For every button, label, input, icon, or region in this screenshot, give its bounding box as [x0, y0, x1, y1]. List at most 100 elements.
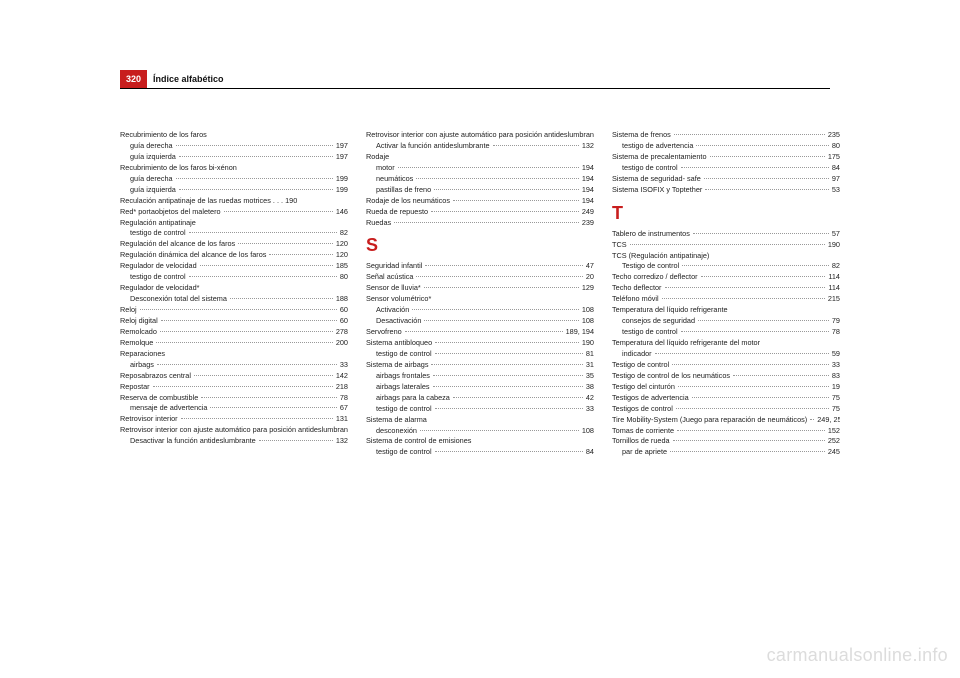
leader-dots: [416, 275, 582, 277]
entry-label: desconexión: [376, 426, 417, 437]
index-subentry: testigo de control81: [366, 349, 594, 360]
index-entry: TCS (Regulación antipatinaje): [612, 251, 840, 262]
index-entry: Reposabrazos central142: [120, 371, 348, 382]
entry-page: 249, 256: [817, 415, 840, 426]
leader-dots: [431, 210, 579, 212]
entry-label: Testigo de control: [612, 360, 669, 371]
index-entry: Señal acústica20: [366, 272, 594, 283]
entry-page: 33: [586, 404, 594, 415]
index-subentry: testigo de advertencia80: [612, 141, 840, 152]
entry-page: 108: [582, 426, 594, 437]
entry-label: Temperatura del líquido refrigerante: [612, 305, 728, 316]
entry-page: 199: [336, 174, 348, 185]
index-entry: Techo deflector114: [612, 283, 840, 294]
index-column: Retrovisor interior con ajuste automátic…: [366, 130, 594, 458]
leader-dots: [810, 418, 814, 420]
manual-index-page: 320 Índice alfabético Recubrimiento de l…: [0, 0, 960, 678]
leader-dots: [696, 144, 828, 146]
leader-dots: [179, 155, 333, 157]
leader-dots: [425, 264, 582, 266]
leader-dots: [698, 319, 829, 321]
leader-dots: [693, 232, 829, 234]
entry-label: Red* portaobjetos del maletero: [120, 207, 221, 218]
entry-page: 194: [582, 163, 594, 174]
index-subentry: indicador59: [612, 349, 840, 360]
entry-label: consejos de seguridad: [622, 316, 695, 327]
entry-page: 75: [832, 393, 840, 404]
entry-page: 190: [582, 338, 594, 349]
entry-page: 97: [832, 174, 840, 185]
leader-dots: [394, 221, 579, 223]
entry-label: TCS (Regulación antipatinaje): [612, 251, 709, 262]
entry-label: Reculación antipatinaje de las ruedas mo…: [120, 196, 297, 207]
entry-page: 189, 194: [566, 327, 594, 338]
entry-label: testigo de advertencia: [622, 141, 693, 152]
entry-label: pastillas de freno: [376, 185, 431, 196]
entry-label: Regulación antipatinaje: [120, 218, 196, 229]
entry-page: 131: [336, 414, 348, 425]
index-entry: Testigos de advertencia75: [612, 393, 840, 404]
entry-label: Servofreno: [366, 327, 402, 338]
index-entry: Recubrimiento de los faros bi-xénon: [120, 163, 348, 174]
index-entry: Testigo del cinturón19: [612, 382, 840, 393]
entry-page: 175: [828, 152, 840, 163]
leader-dots: [179, 188, 333, 190]
leader-dots: [181, 417, 333, 419]
index-subentry: testigo de control84: [366, 447, 594, 458]
index-entry: Remolque200: [120, 338, 348, 349]
index-entry: Retrovisor interior con ajuste automátic…: [366, 130, 594, 141]
leader-dots: [176, 144, 333, 146]
entry-label: Sistema ISOFIX y Toptether: [612, 185, 702, 196]
entry-page: 215: [828, 294, 840, 305]
index-entry: Retrovisor interior con ajuste automátic…: [120, 425, 348, 436]
leader-dots: [210, 406, 336, 408]
leader-dots: [681, 330, 829, 332]
leader-dots: [160, 330, 333, 332]
index-entry: Red* portaobjetos del maletero146: [120, 207, 348, 218]
leader-dots: [194, 374, 333, 376]
entry-label: Sensor de lluvia*: [366, 283, 421, 294]
index-entry: Regulación antipatinaje: [120, 218, 348, 229]
entry-label: testigo de control: [622, 163, 678, 174]
leader-dots: [269, 253, 332, 255]
leader-dots: [435, 341, 579, 343]
entry-page: 60: [340, 316, 348, 327]
leader-dots: [710, 155, 825, 157]
entry-page: 197: [336, 141, 348, 152]
leader-dots: [673, 439, 825, 441]
entry-page: 190: [828, 240, 840, 251]
entry-page: 83: [832, 371, 840, 382]
index-subentry: consejos de seguridad79: [612, 316, 840, 327]
index-entry: Regulador de velocidad*: [120, 283, 348, 294]
leader-dots: [189, 275, 337, 277]
index-entry: Reloj60: [120, 305, 348, 316]
index-column: Sistema de frenos235testigo de advertenc…: [612, 130, 840, 458]
entry-label: Testigo de control: [622, 261, 679, 272]
entry-page: 35: [586, 371, 594, 382]
index-entry: Regulador de velocidad185: [120, 261, 348, 272]
index-entry: Rodaje de los neumáticos194: [366, 196, 594, 207]
entry-page: 31: [586, 360, 594, 371]
index-subentry: Desconexión total del sistema188: [120, 294, 348, 305]
entry-page: 19: [832, 382, 840, 393]
index-entry: Remolcado278: [120, 327, 348, 338]
entry-page: 200: [336, 338, 348, 349]
leader-dots: [405, 330, 563, 332]
index-subentry: Desactivación108: [366, 316, 594, 327]
entry-label: airbags frontales: [376, 371, 430, 382]
index-subentry: guía izquierda197: [120, 152, 348, 163]
index-subentry: Activación108: [366, 305, 594, 316]
index-entry: Repostar218: [120, 382, 348, 393]
index-entry: Tornillos de rueda252: [612, 436, 840, 447]
entry-label: Sistema antibloqueo: [366, 338, 432, 349]
entry-label: Tire Mobility-System (Juego para reparac…: [612, 415, 807, 426]
entry-label: Sistema de seguridad- safe: [612, 174, 701, 185]
entry-page: 59: [832, 349, 840, 360]
index-subentry: airbags para la cabeza42: [366, 393, 594, 404]
entry-label: Regulador de velocidad: [120, 261, 197, 272]
entry-label: Ruedas: [366, 218, 391, 229]
entry-page: 245: [828, 447, 840, 458]
entry-label: Retrovisor interior: [120, 414, 178, 425]
entry-label: Reparaciones: [120, 349, 165, 360]
entry-label: Regulación dinámica del alcance de los f…: [120, 250, 266, 261]
